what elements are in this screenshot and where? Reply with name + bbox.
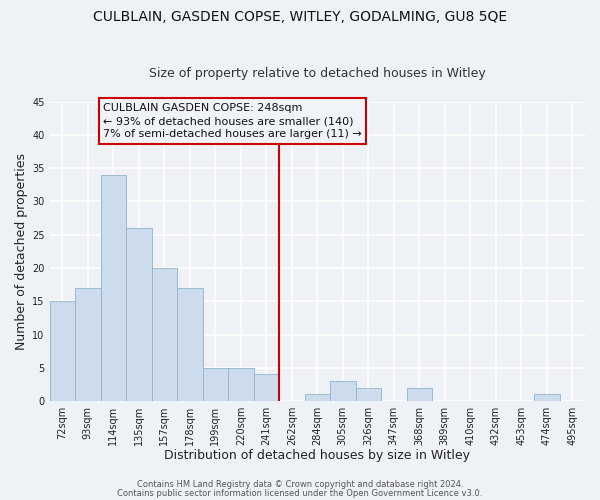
Text: Contains public sector information licensed under the Open Government Licence v3: Contains public sector information licen… bbox=[118, 488, 482, 498]
Bar bbox=[534, 394, 560, 401]
Text: CULBLAIN GASDEN COPSE: 248sqm
← 93% of detached houses are smaller (140)
7% of s: CULBLAIN GASDEN COPSE: 248sqm ← 93% of d… bbox=[103, 103, 362, 139]
Bar bbox=[305, 394, 330, 401]
X-axis label: Distribution of detached houses by size in Witley: Distribution of detached houses by size … bbox=[164, 450, 470, 462]
Bar bbox=[407, 388, 432, 401]
Bar bbox=[126, 228, 152, 401]
Bar bbox=[101, 174, 126, 401]
Bar bbox=[356, 388, 381, 401]
Y-axis label: Number of detached properties: Number of detached properties bbox=[15, 153, 28, 350]
Text: CULBLAIN, GASDEN COPSE, WITLEY, GODALMING, GU8 5QE: CULBLAIN, GASDEN COPSE, WITLEY, GODALMIN… bbox=[93, 10, 507, 24]
Bar bbox=[50, 301, 75, 401]
Title: Size of property relative to detached houses in Witley: Size of property relative to detached ho… bbox=[149, 66, 485, 80]
Text: Contains HM Land Registry data © Crown copyright and database right 2024.: Contains HM Land Registry data © Crown c… bbox=[137, 480, 463, 489]
Bar bbox=[177, 288, 203, 401]
Bar bbox=[254, 374, 279, 401]
Bar bbox=[203, 368, 228, 401]
Bar bbox=[152, 268, 177, 401]
Bar bbox=[228, 368, 254, 401]
Bar bbox=[75, 288, 101, 401]
Bar bbox=[330, 381, 356, 401]
